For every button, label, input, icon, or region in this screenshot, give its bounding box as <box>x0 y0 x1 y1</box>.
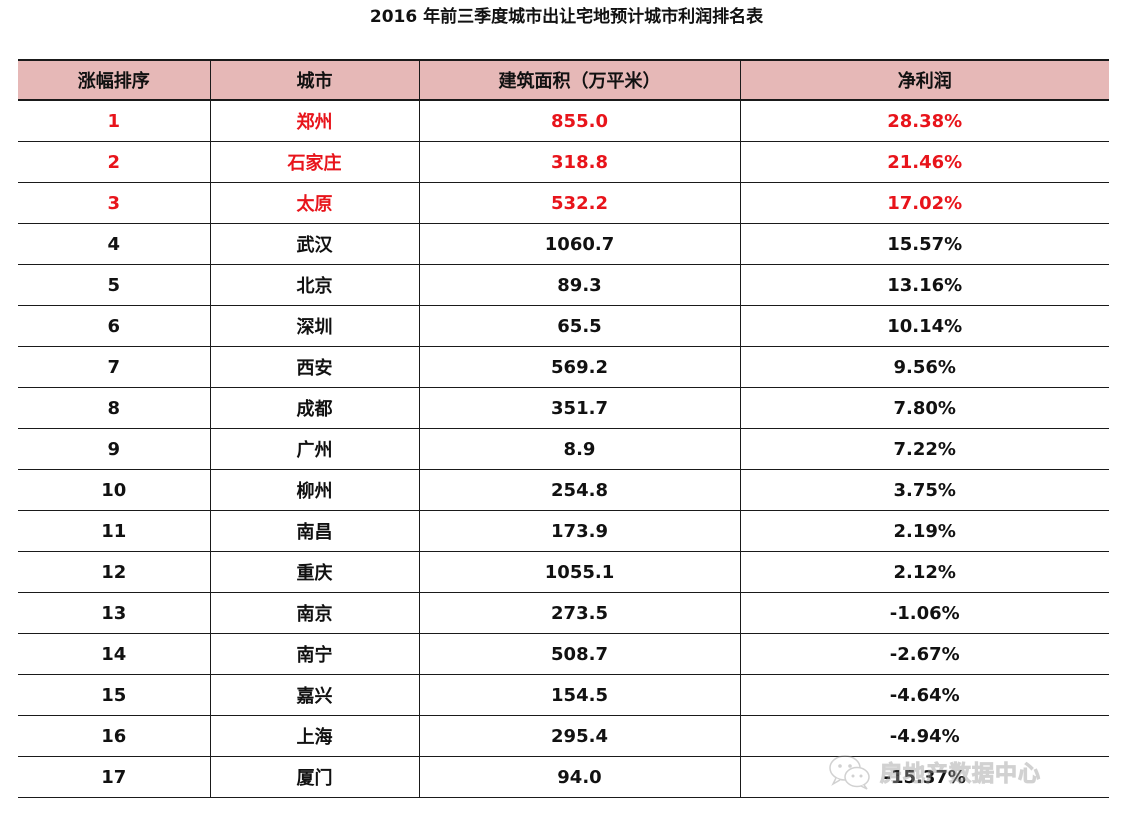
rank-cell: 12 <box>18 551 210 593</box>
profit-cell: 21.46% <box>739 141 1109 183</box>
profit-cell: 13.16% <box>739 264 1109 306</box>
rank-cell: 13 <box>18 592 210 634</box>
rank-cell: 16 <box>18 715 210 757</box>
profit-cell: -1.06% <box>739 592 1109 634</box>
city-cell: 西安 <box>209 346 419 388</box>
profit-cell: 15.57% <box>739 223 1109 265</box>
table-row: 17 厦门 94.0 -15.37% <box>18 756 1109 798</box>
table-body: 1 郑州 855.0 28.38% 2 石家庄 318.8 21.46% 3 太原 532.2 17.… <box>18 100 1109 798</box>
area-cell: 532.2 <box>418 182 740 224</box>
table-row: 16 上海 295.4 -4.94% <box>18 715 1109 757</box>
rank-cell: 9 <box>18 428 210 470</box>
profit-cell: 28.38% <box>739 100 1109 142</box>
area-cell: 318.8 <box>418 141 740 183</box>
page-title: 2016 年前三季度城市出让宅地预计城市利润排名表 <box>369 7 764 27</box>
rank-cell: 3 <box>18 182 210 224</box>
area-cell: 295.4 <box>418 715 740 757</box>
city-cell: 南昌 <box>209 510 419 552</box>
profit-cell: -4.64% <box>739 674 1109 716</box>
area-cell: 94.0 <box>418 756 740 798</box>
rank-cell: 1 <box>18 100 210 142</box>
city-cell: 石家庄 <box>209 141 419 183</box>
ranking-table: 涨幅排序 城市 建筑面积（万平米） 净利润 1 郑州 855.0 28.38% 2 石家庄… <box>18 59 1109 798</box>
rank-cell: 2 <box>18 141 210 183</box>
table-row: 10 柳州 254.8 3.75% <box>18 469 1109 511</box>
header-city: 城市 <box>209 59 419 101</box>
table-row: 5 北京 89.3 13.16% <box>18 264 1109 306</box>
header-profit: 净利润 <box>739 59 1109 101</box>
profit-cell: 3.75% <box>739 469 1109 511</box>
table-row: 4 武汉 1060.7 15.57% <box>18 223 1109 265</box>
header-rank: 涨幅排序 <box>18 59 210 101</box>
table-row: 1 郑州 855.0 28.38% <box>18 100 1109 142</box>
table-header: 涨幅排序 城市 建筑面积（万平米） 净利润 <box>18 59 1109 101</box>
table-row: 8 成都 351.7 7.80% <box>18 387 1109 429</box>
rank-cell: 8 <box>18 387 210 429</box>
area-cell: 254.8 <box>418 469 740 511</box>
table-row: 15 嘉兴 154.5 -4.64% <box>18 674 1109 716</box>
profit-cell: -2.67% <box>739 633 1109 675</box>
table-row: 3 太原 532.2 17.02% <box>18 182 1109 224</box>
profit-cell: 2.12% <box>739 551 1109 593</box>
table-row: 7 西安 569.2 9.56% <box>18 346 1109 388</box>
city-cell: 深圳 <box>209 305 419 347</box>
city-cell: 柳州 <box>209 469 419 511</box>
header-row: 涨幅排序 城市 建筑面积（万平米） 净利润 <box>18 59 1109 101</box>
table-row: 11 南昌 173.9 2.19% <box>18 510 1109 552</box>
city-cell: 广州 <box>209 428 419 470</box>
city-cell: 上海 <box>209 715 419 757</box>
profit-cell: 17.02% <box>739 182 1109 224</box>
profit-cell: -4.94% <box>739 715 1109 757</box>
area-cell: 273.5 <box>418 592 740 634</box>
profit-cell: -15.37% <box>739 756 1109 798</box>
table-row: 14 南宁 508.7 -2.67% <box>18 633 1109 675</box>
area-cell: 65.5 <box>418 305 740 347</box>
table-row: 13 南京 273.5 -1.06% <box>18 592 1109 634</box>
area-cell: 569.2 <box>418 346 740 388</box>
table-row: 2 石家庄 318.8 21.46% <box>18 141 1109 183</box>
city-cell: 厦门 <box>209 756 419 798</box>
rank-cell: 15 <box>18 674 210 716</box>
rank-cell: 11 <box>18 510 210 552</box>
profit-cell: 2.19% <box>739 510 1109 552</box>
area-cell: 1060.7 <box>418 223 740 265</box>
profit-cell: 7.22% <box>739 428 1109 470</box>
header-area: 建筑面积（万平米） <box>418 59 740 101</box>
area-cell: 351.7 <box>418 387 740 429</box>
table-row: 6 深圳 65.5 10.14% <box>18 305 1109 347</box>
profit-cell: 10.14% <box>739 305 1109 347</box>
city-cell: 郑州 <box>209 100 419 142</box>
city-cell: 北京 <box>209 264 419 306</box>
city-cell: 武汉 <box>209 223 419 265</box>
area-cell: 8.9 <box>418 428 740 470</box>
area-cell: 508.7 <box>418 633 740 675</box>
city-cell: 南宁 <box>209 633 419 675</box>
area-cell: 89.3 <box>418 264 740 306</box>
city-cell: 成都 <box>209 387 419 429</box>
rank-cell: 10 <box>18 469 210 511</box>
city-cell: 嘉兴 <box>209 674 419 716</box>
rank-cell: 17 <box>18 756 210 798</box>
table-row: 9 广州 8.9 7.22% <box>18 428 1109 470</box>
area-cell: 855.0 <box>418 100 740 142</box>
rank-cell: 5 <box>18 264 210 306</box>
rank-cell: 14 <box>18 633 210 675</box>
city-cell: 南京 <box>209 592 419 634</box>
city-cell: 太原 <box>209 182 419 224</box>
profit-cell: 7.80% <box>739 387 1109 429</box>
city-cell: 重庆 <box>209 551 419 593</box>
area-cell: 173.9 <box>418 510 740 552</box>
rank-cell: 4 <box>18 223 210 265</box>
table-row: 12 重庆 1055.1 2.12% <box>18 551 1109 593</box>
area-cell: 154.5 <box>418 674 740 716</box>
profit-cell: 9.56% <box>739 346 1109 388</box>
rank-cell: 6 <box>18 305 210 347</box>
rank-cell: 7 <box>18 346 210 388</box>
area-cell: 1055.1 <box>418 551 740 593</box>
